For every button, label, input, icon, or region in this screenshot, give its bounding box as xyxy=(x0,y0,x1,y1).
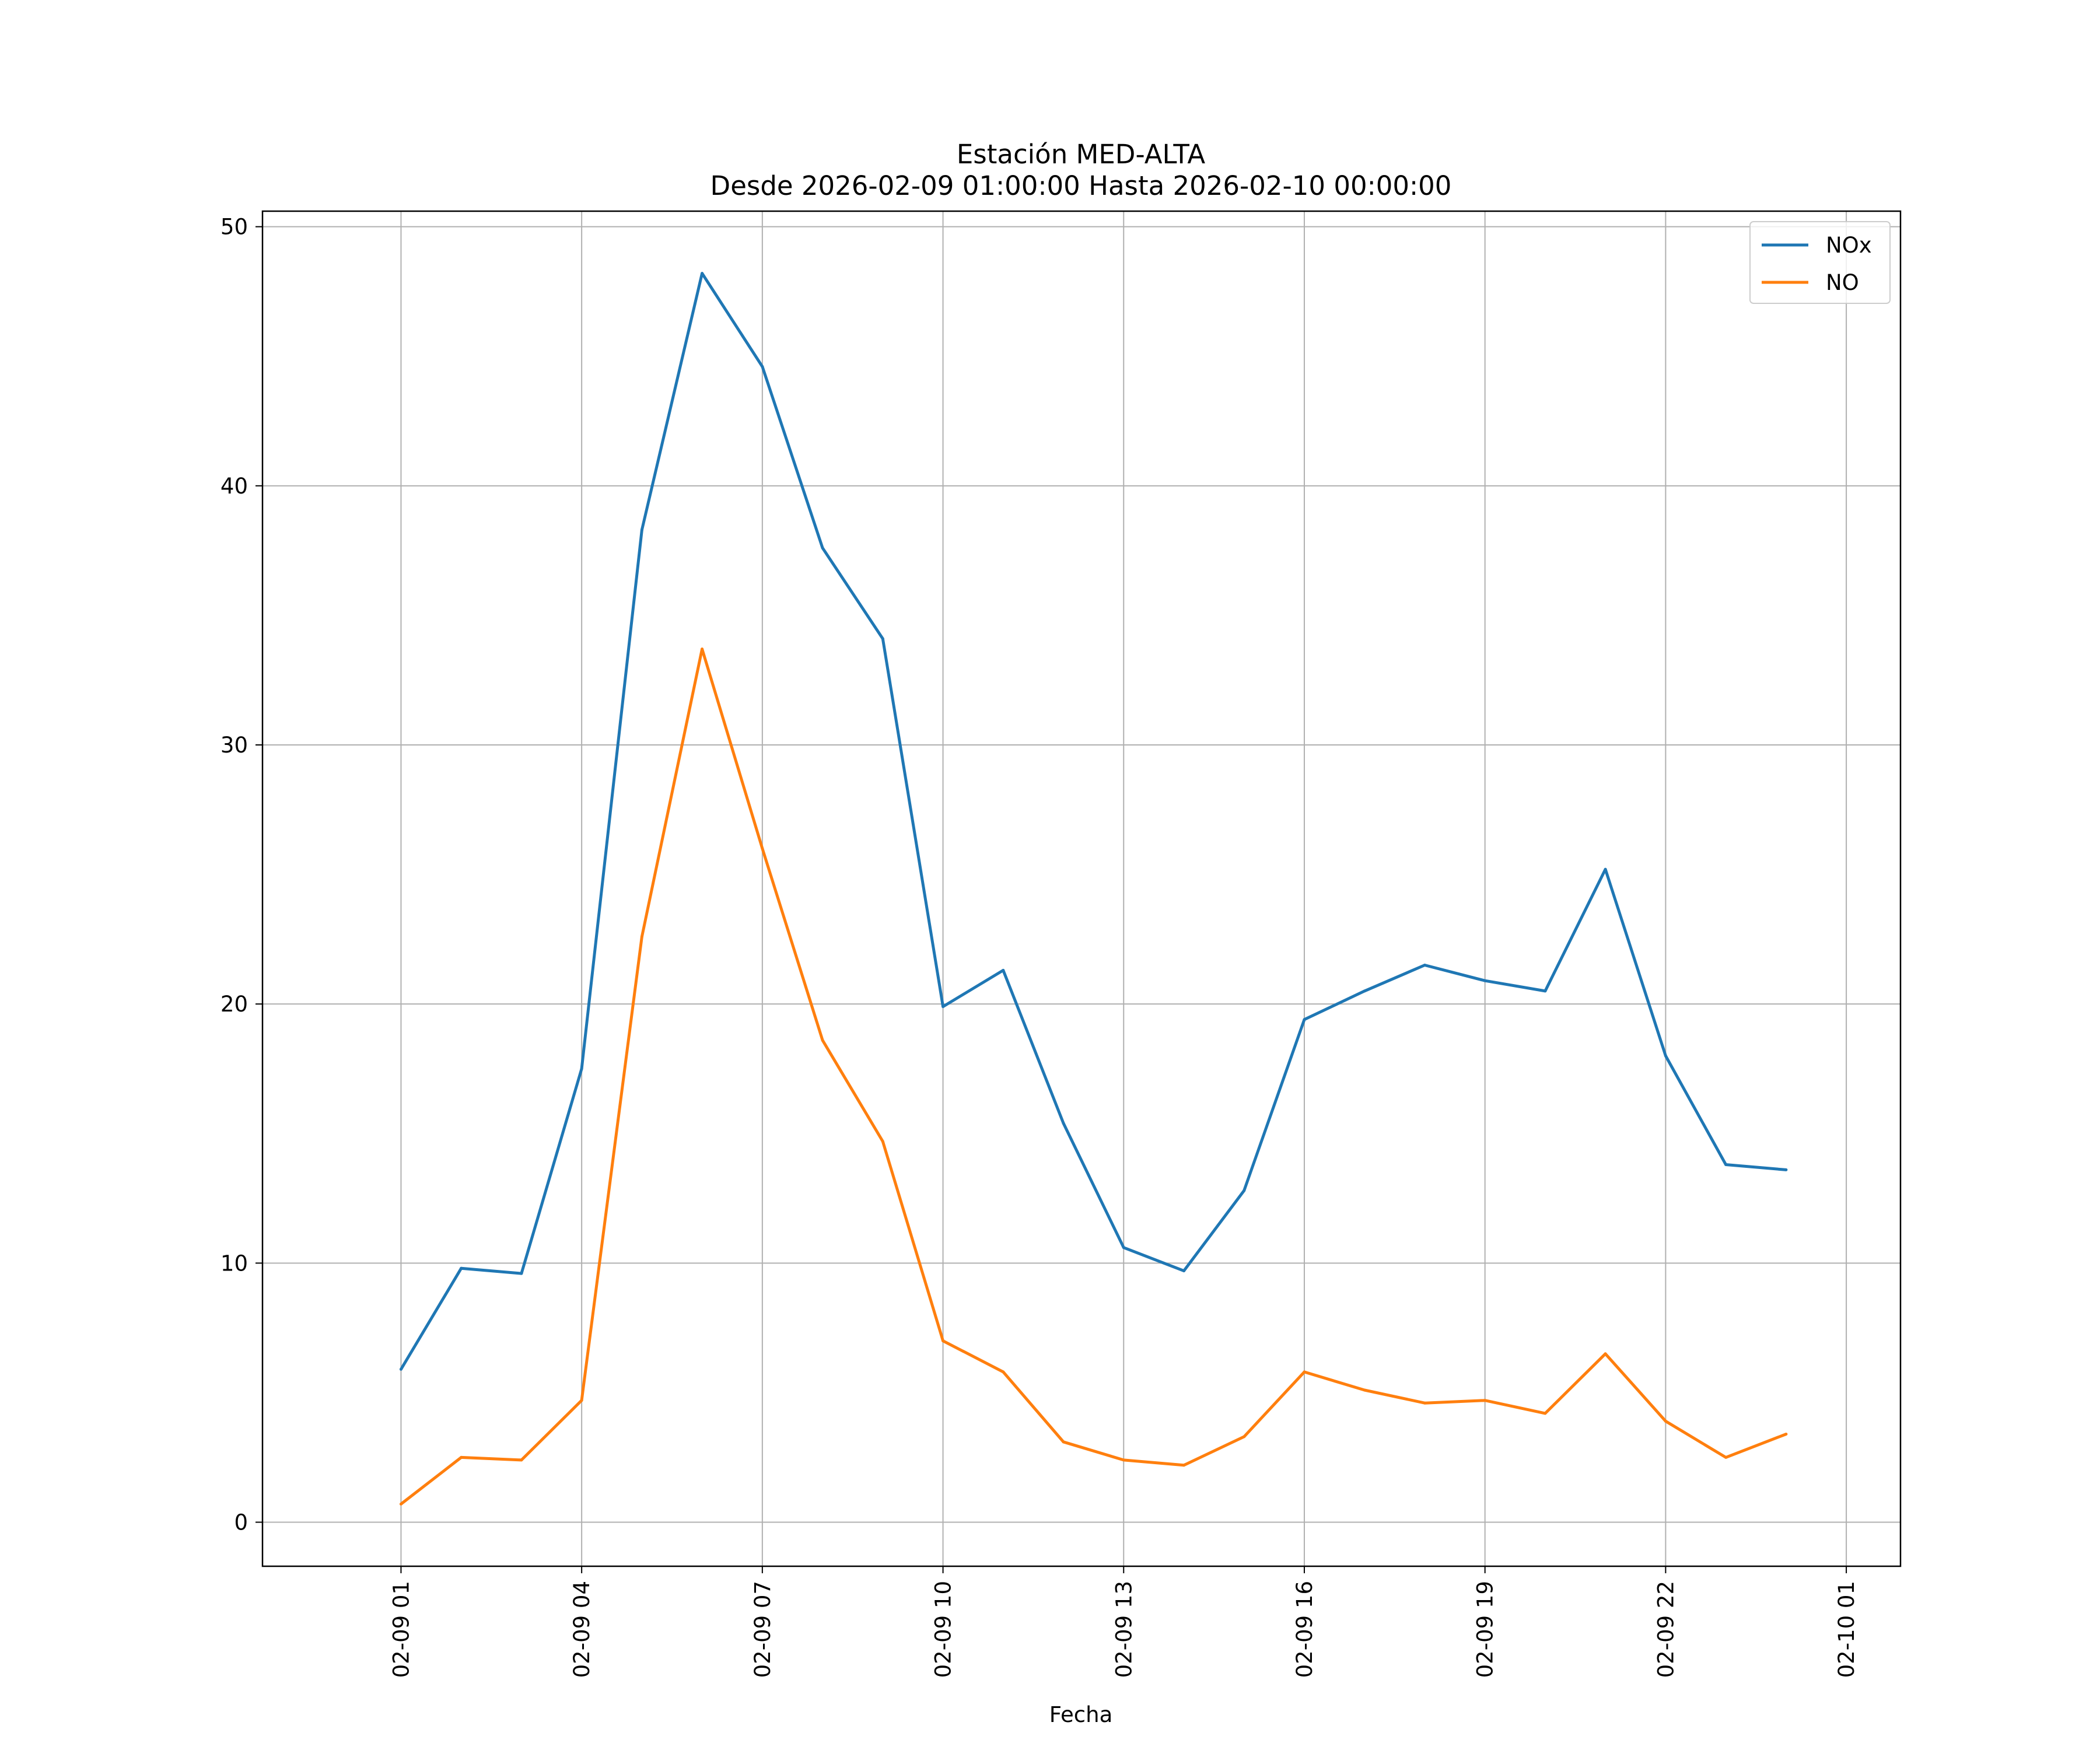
data-point-nox xyxy=(942,1005,945,1009)
chart-title: Estación MED-ALTA xyxy=(957,139,1206,170)
data-point-nox xyxy=(821,546,824,550)
data-point-no xyxy=(1544,1412,1547,1415)
grid xyxy=(262,211,1901,1566)
data-point-no xyxy=(881,1140,884,1143)
data-point-no xyxy=(640,935,643,939)
x-tick-label: 02-09 16 xyxy=(1292,1581,1317,1678)
data-point-no xyxy=(1483,1399,1487,1402)
data-point-nox xyxy=(761,365,764,368)
data-point-no xyxy=(1363,1388,1366,1392)
data-point-nox xyxy=(1423,964,1426,967)
data-point-no xyxy=(1604,1352,1607,1356)
data-point-nox xyxy=(1544,989,1547,993)
x-tick-label: 02-09 10 xyxy=(931,1581,956,1678)
data-point-no xyxy=(1784,1433,1788,1436)
x-tick-label: 02-10 01 xyxy=(1834,1581,1859,1678)
data-point-nox xyxy=(399,1367,402,1371)
data-point-no xyxy=(701,648,704,651)
y-tick-label: 20 xyxy=(220,992,248,1017)
data-point-no xyxy=(1242,1435,1246,1438)
x-tick-label: 02-09 04 xyxy=(569,1581,594,1678)
y-tick-label: 10 xyxy=(220,1251,248,1276)
data-point-no xyxy=(1002,1370,1005,1374)
data-point-nox xyxy=(580,1067,583,1070)
data-point-nox xyxy=(1784,1168,1788,1171)
data-point-no xyxy=(1423,1401,1426,1405)
data-point-no xyxy=(942,1339,945,1343)
data-point-no xyxy=(1724,1455,1728,1459)
data-point-no xyxy=(399,1502,402,1506)
data-point-nox xyxy=(701,272,704,275)
data-point-nox xyxy=(881,637,884,640)
data-point-no xyxy=(1062,1440,1065,1444)
data-point-nox xyxy=(1664,1054,1667,1058)
x-tick-label: 02-09 13 xyxy=(1111,1581,1136,1678)
data-point-nox xyxy=(520,1272,523,1275)
data-point-nox xyxy=(640,528,643,531)
data-point-nox xyxy=(1604,867,1607,871)
data-point-nox xyxy=(1182,1269,1185,1273)
chart-subtitle: Desde 2026-02-09 01:00:00 Hasta 2026-02-… xyxy=(710,170,1452,201)
data-point-no xyxy=(761,847,764,850)
y-tick-label: 0 xyxy=(234,1510,248,1535)
data-point-no xyxy=(1664,1419,1667,1423)
x-tick-label: 02-09 19 xyxy=(1473,1581,1498,1678)
data-point-no xyxy=(821,1038,824,1042)
y-tick-label: 30 xyxy=(220,733,248,758)
series-line-nox xyxy=(400,272,1787,1370)
x-tick-label: 02-09 01 xyxy=(388,1581,414,1678)
data-point-nox xyxy=(1242,1189,1246,1192)
axis-ticks: 02-09 01 02-09 04 02-09 07 02-09 10 02-09 13… xyxy=(220,215,1859,1678)
data-point-nox xyxy=(1483,979,1487,982)
data-point-no xyxy=(1303,1370,1306,1374)
data-point-nox xyxy=(1363,989,1366,993)
x-tick-label: 02-09 07 xyxy=(750,1581,775,1678)
data-point-nox xyxy=(1724,1163,1728,1166)
legend-label-nox: NOx xyxy=(1826,233,1872,258)
data-point-no xyxy=(460,1455,463,1459)
data-point-no xyxy=(520,1458,523,1462)
data-point-no xyxy=(1122,1458,1125,1462)
series-layer xyxy=(399,272,1788,1506)
data-point-nox xyxy=(1303,1018,1306,1021)
series-line-no xyxy=(400,648,1787,1506)
plot-frame xyxy=(261,210,1902,1567)
legend-label-no: NO xyxy=(1826,270,1859,295)
x-tick-label: 02-09 22 xyxy=(1653,1581,1678,1678)
y-tick-label: 50 xyxy=(220,215,248,240)
y-tick-label: 40 xyxy=(220,474,248,499)
data-point-no xyxy=(1182,1464,1185,1467)
x-axis-label: Fecha xyxy=(1049,1702,1113,1727)
data-point-nox xyxy=(1062,1122,1065,1125)
data-point-nox xyxy=(1002,968,1005,972)
data-point-nox xyxy=(460,1266,463,1270)
data-point-no xyxy=(580,1399,583,1402)
data-point-nox xyxy=(1122,1246,1125,1250)
legend: NOx NO xyxy=(1749,221,1891,304)
